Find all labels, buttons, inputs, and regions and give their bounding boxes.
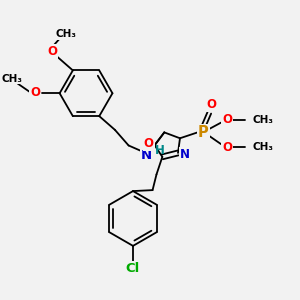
Text: O: O [222,113,232,126]
Text: P: P [198,125,209,140]
Text: CH₃: CH₃ [56,29,76,39]
Text: CH₃: CH₃ [252,115,273,125]
Text: O: O [206,98,216,112]
Text: N: N [141,149,152,162]
Text: CH₃: CH₃ [252,142,273,152]
Text: O: O [144,137,154,150]
Text: Cl: Cl [126,262,140,275]
Text: N: N [180,148,190,161]
Text: O: O [30,86,40,99]
Text: O: O [222,141,232,154]
Text: O: O [47,45,57,58]
Text: CH₃: CH₃ [1,74,22,84]
Text: H: H [155,144,165,157]
